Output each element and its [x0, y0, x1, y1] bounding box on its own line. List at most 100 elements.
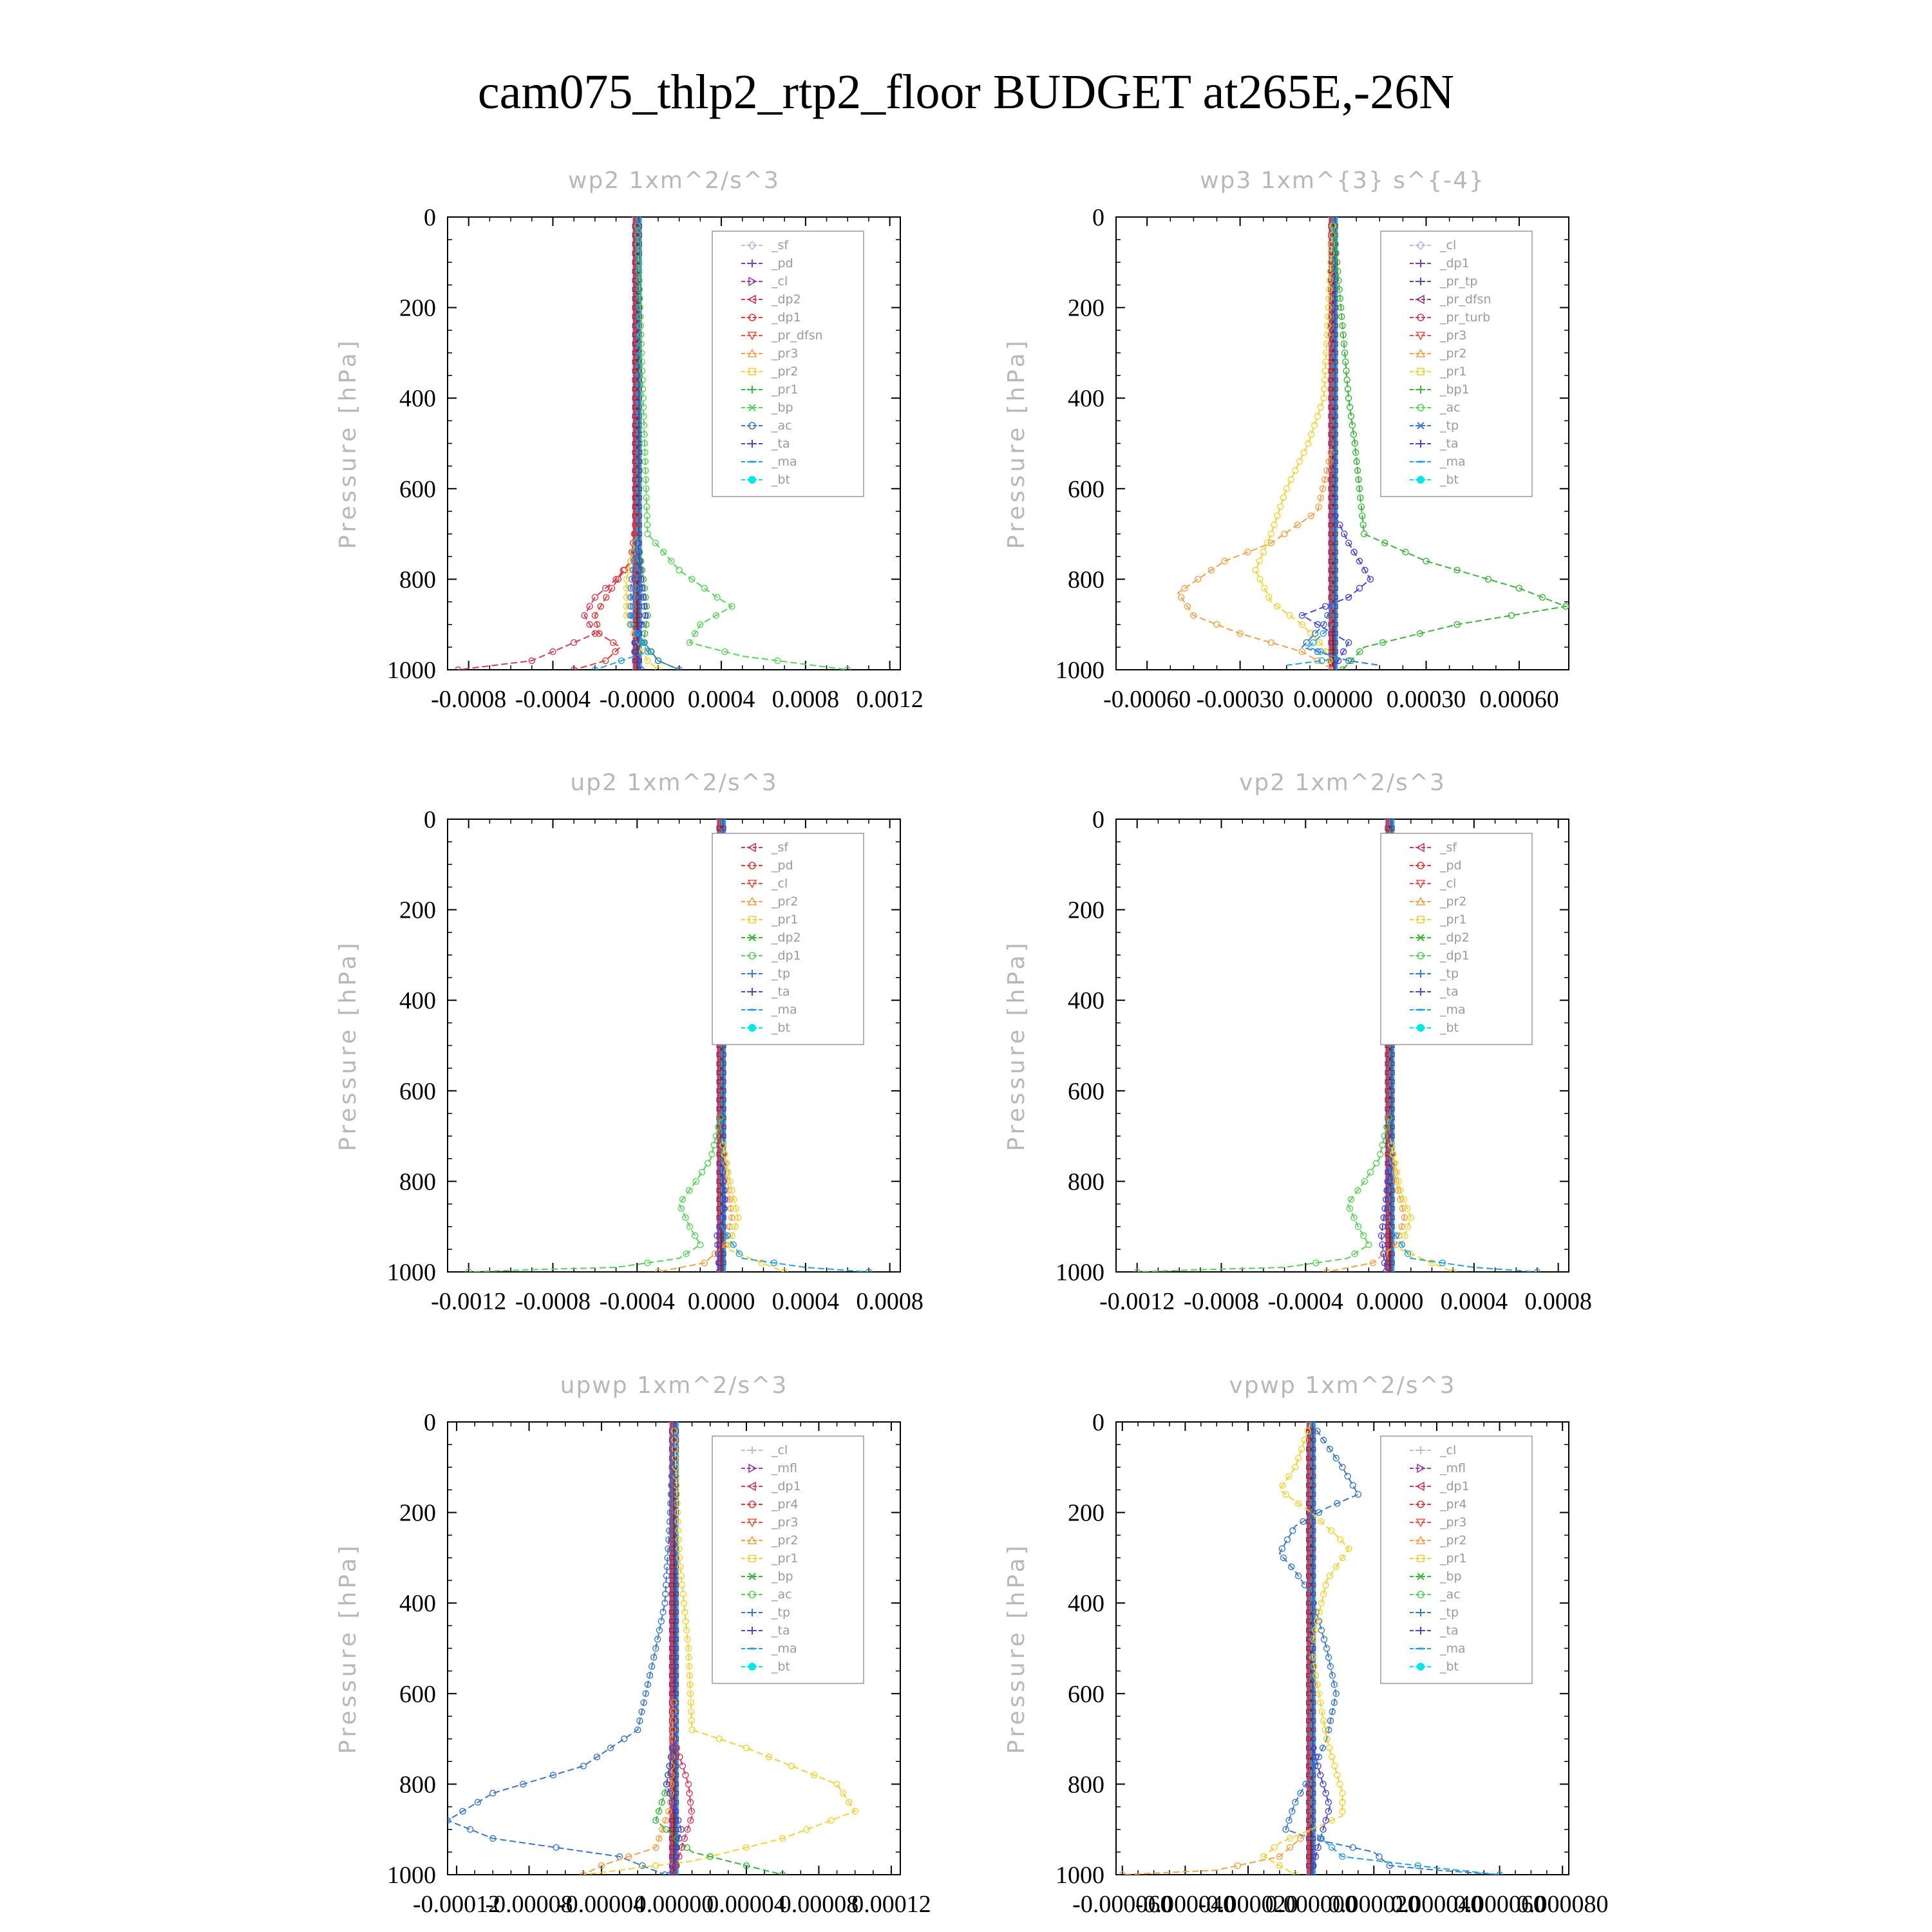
series-point	[1329, 1754, 1336, 1761]
series-point	[625, 567, 632, 574]
legend-label: _pr1	[771, 913, 798, 927]
series-point	[1302, 1781, 1309, 1788]
legend-marker	[1417, 314, 1425, 321]
series-point	[1286, 1844, 1294, 1852]
series-point	[1392, 1232, 1399, 1239]
series-point	[632, 585, 639, 592]
series-point	[1404, 1250, 1412, 1258]
x-tick-label: -0.00012	[413, 1891, 500, 1918]
series-point	[1331, 1763, 1338, 1770]
series-point	[1329, 1844, 1336, 1852]
series-point	[686, 1187, 693, 1194]
series-point	[641, 585, 648, 592]
legend-marker	[1417, 1024, 1425, 1032]
series-point	[654, 1268, 662, 1272]
series-point	[1324, 612, 1331, 619]
series-point	[598, 1862, 605, 1870]
series-point	[1378, 1232, 1385, 1239]
legend-box	[712, 1435, 864, 1684]
series-point	[586, 603, 593, 610]
series-line-ma	[1389, 819, 1538, 1272]
y-tick-label: 200	[1068, 1500, 1104, 1527]
series-point	[570, 666, 578, 670]
series-point	[1301, 1581, 1309, 1589]
series-point	[1346, 1205, 1354, 1212]
series-point	[602, 657, 609, 665]
series-line-ma	[1310, 1422, 1500, 1875]
legend-label: _tp	[1439, 967, 1459, 981]
series-point	[1401, 1232, 1408, 1239]
series-point	[1331, 222, 1338, 230]
series-point	[676, 666, 683, 670]
series-point	[685, 1645, 692, 1652]
series-point	[591, 594, 599, 601]
series-point	[629, 567, 636, 574]
legend-marker	[1416, 896, 1426, 905]
legend-label: _mfl	[1439, 1461, 1466, 1475]
series-point	[639, 1862, 646, 1870]
series-point	[642, 467, 649, 474]
x-tick-label: 0.00000	[634, 1891, 714, 1918]
series-point	[1385, 1114, 1392, 1122]
series-point	[1393, 1169, 1401, 1176]
series-point	[677, 1563, 684, 1571]
series-point	[743, 1844, 750, 1852]
y-tick-label: 800	[1068, 1168, 1104, 1195]
series-point	[1323, 340, 1331, 348]
series-point	[1349, 1482, 1356, 1489]
legend-label: _ma	[1439, 1642, 1466, 1656]
series-point	[1314, 1618, 1321, 1625]
series-point	[1367, 576, 1374, 583]
legend-marker	[747, 1519, 757, 1528]
series-point	[638, 340, 645, 348]
series-point	[1287, 1563, 1295, 1571]
series-point	[674, 1509, 681, 1516]
panels: wp2 1xm^2/s^3 Pressure [hPa] 0 200 400 600 800…	[335, 167, 1608, 1918]
series-point	[674, 1518, 681, 1525]
legend-label: _ta	[771, 985, 790, 999]
series-point	[1256, 576, 1264, 583]
series-point	[638, 567, 646, 574]
series-point	[676, 567, 683, 574]
legend-marker	[1417, 260, 1425, 267]
series-point	[1298, 648, 1306, 656]
series-point	[715, 1259, 723, 1267]
series-point	[669, 1744, 676, 1752]
series-point	[655, 1808, 663, 1815]
series-point	[1292, 1799, 1299, 1806]
legend-label: _bt	[1439, 1021, 1459, 1035]
series-point	[1267, 639, 1274, 647]
series-point	[1312, 1672, 1320, 1679]
series-point	[788, 1763, 795, 1770]
series-point	[1244, 549, 1251, 556]
series-point	[716, 1223, 723, 1230]
series-point	[728, 1214, 735, 1221]
series-point	[644, 1259, 651, 1267]
series-line-pr1	[583, 1422, 857, 1875]
x-tick-label: -0.000040	[1135, 1891, 1235, 1918]
series-point	[1325, 304, 1332, 311]
panel-title: vpwp 1xm^2/s^3	[1229, 1372, 1455, 1399]
x-tick-label: -0.000060	[1072, 1891, 1172, 1918]
series-point	[1317, 648, 1324, 656]
series-point	[1314, 1427, 1321, 1435]
series-point	[1309, 1654, 1316, 1661]
series-point	[668, 1763, 676, 1770]
series-point	[1349, 1844, 1356, 1852]
legend-label: _pr_dfsn	[771, 328, 823, 343]
series-point	[1317, 1772, 1324, 1779]
series-point	[638, 621, 645, 628]
series-point	[1282, 1491, 1289, 1498]
series-point	[1297, 1835, 1304, 1842]
series-point	[1322, 1817, 1329, 1824]
series-point	[1271, 1844, 1278, 1852]
series-point	[1318, 1708, 1325, 1716]
series-point	[623, 585, 630, 592]
series-point	[656, 1835, 663, 1842]
series-point	[597, 603, 604, 610]
series-point	[1349, 422, 1356, 429]
series-point	[1401, 1214, 1408, 1221]
series-point	[686, 1672, 694, 1679]
series-point	[1404, 1205, 1411, 1212]
series-point	[650, 1654, 658, 1661]
